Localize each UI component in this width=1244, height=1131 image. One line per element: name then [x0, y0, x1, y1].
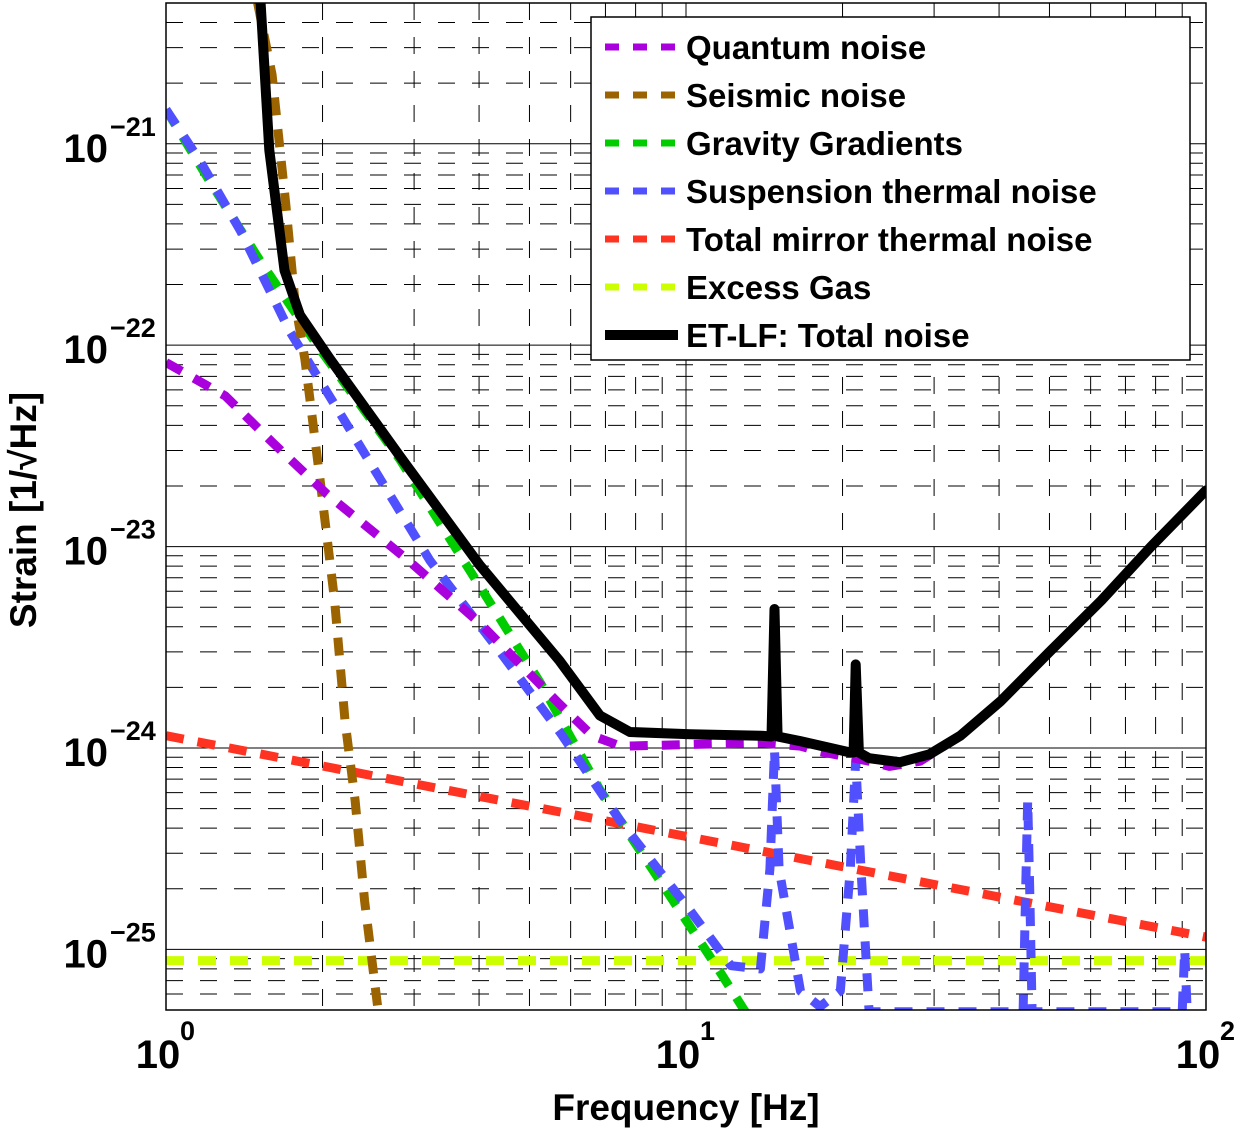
series-et-lf-total-noise [255, 3, 1206, 768]
y-tick-exponent: −23 [110, 515, 156, 545]
y-tick-exponent: −22 [110, 313, 156, 343]
legend-label: Excess Gas [686, 269, 871, 306]
y-tick-exponent: −25 [110, 917, 156, 947]
x-tick-label: 10 [656, 1033, 701, 1077]
legend-box [590, 16, 1191, 361]
legend-label: Quantum noise [686, 29, 926, 66]
x-axis-label: Frequency [Hz] [552, 1087, 819, 1128]
y-tick-label: 10 [64, 127, 109, 171]
legend-item: ET-LF: Total noise [605, 317, 970, 354]
x-tick-label: 10 [1176, 1033, 1221, 1077]
plot-frame [165, 2, 1207, 1011]
legend-item: Quantum noise [605, 29, 926, 66]
legend-item: Excess Gas [605, 269, 871, 306]
y-tick-label: 10 [64, 530, 109, 574]
y-tick-exponent: −21 [110, 112, 156, 142]
x-tick-exponent: 1 [700, 1016, 715, 1046]
y-axis-label: Strain [1/√Hz] [3, 392, 44, 628]
y-tick-label: 10 [64, 731, 109, 775]
legend-label: Total mirror thermal noise [686, 221, 1092, 258]
legend-label: Gravity Gradients [686, 125, 963, 162]
legend-label: Suspension thermal noise [686, 173, 1097, 210]
series-suspension-thermal-noise [166, 107, 1192, 1010]
legend-label: Seismic noise [686, 77, 906, 114]
legend-item: Suspension thermal noise [605, 173, 1097, 210]
y-tick-label: 10 [64, 932, 109, 976]
legend-item: Seismic noise [605, 77, 906, 114]
plot-series [166, 3, 1206, 1010]
x-tick-exponent: 2 [1220, 1016, 1235, 1046]
legend: Quantum noise Seismic noise Gravity Gradie… [590, 16, 1191, 361]
x-tick-exponent: 0 [180, 1016, 195, 1046]
y-tick-exponent: −24 [110, 716, 156, 746]
legend-label: ET-LF: Total noise [686, 317, 970, 354]
series-total-mirror-thermal-noise [166, 731, 1206, 942]
legend-item: Total mirror thermal noise [605, 221, 1092, 258]
y-tick-label: 10 [64, 328, 109, 372]
series-gravity-gradients [166, 107, 750, 1010]
legend-item: Gravity Gradients [605, 125, 963, 162]
x-tick-label: 10 [136, 1033, 181, 1077]
